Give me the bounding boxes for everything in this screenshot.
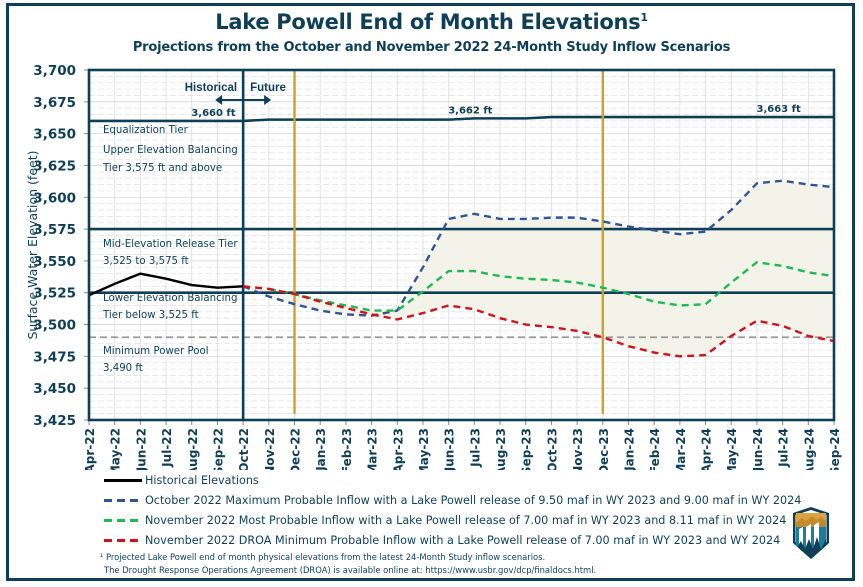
x-tick-label: Apr-22 — [83, 428, 97, 470]
future-label: Future — [250, 82, 286, 94]
legend-label: November 2022 DROA Minimum Probable Infl… — [145, 533, 781, 547]
y-tick-label: 3,625 — [33, 158, 76, 174]
tier-label: Lower Elevation Balancing — [103, 293, 237, 304]
y-tick-label: 3,550 — [33, 254, 76, 270]
x-tick-label: Apr-24 — [700, 428, 714, 470]
legend-item: October 2022 Maximum Probable Inflow wit… — [104, 490, 801, 510]
tier-label: Equalization Tier — [103, 125, 189, 136]
x-tick-label: Dec-22 — [289, 428, 303, 470]
chart-svg: 3,425 3,450 3,475 3,500 3,525 3,550 3,575 3,600… — [25, 63, 842, 470]
x-tick-label: Jan-24 — [622, 428, 636, 470]
equalization-tier-line — [89, 115, 834, 123]
legend-swatch — [104, 498, 142, 502]
x-tick-label: Aug-22 — [186, 428, 200, 470]
tier-label: Upper Elevation Balancing — [103, 145, 238, 156]
x-tick-label: Mar-23 — [366, 428, 380, 470]
x-tick-label: Jul-23 — [468, 428, 482, 468]
tier-label: Mid-Elevation Release Tier — [103, 239, 238, 250]
y-tick-label: 3,500 — [33, 318, 76, 334]
tier-label-line-2: 3,490 ft — [103, 363, 143, 374]
legend: Historical Elevations October 2022 Maximu… — [104, 470, 801, 550]
x-tick-label: Jul-24 — [777, 428, 791, 468]
x-tick-label: Sep-24 — [828, 428, 842, 470]
x-tick-label: Jun-24 — [751, 428, 765, 470]
november-most-probable-line — [268, 260, 835, 312]
x-tick-label: Nov-22 — [263, 428, 277, 470]
historical-label: Historical — [185, 82, 237, 94]
x-tick-label: Feb-23 — [340, 428, 354, 470]
legend-swatch — [104, 538, 142, 542]
x-tick-label: May-23 — [417, 428, 431, 470]
x-tick-label: Sep-23 — [520, 428, 534, 470]
y-tick-label: 3,425 — [33, 413, 76, 429]
arrow-right-icon — [264, 95, 272, 105]
x-tick-label: Oct-22 — [237, 428, 251, 470]
october-max-probable-line — [242, 179, 835, 317]
x-tick-label: Sep-22 — [211, 428, 225, 470]
x-tick-label: Feb-24 — [648, 428, 662, 470]
tier-label-line-2: 3,525 to 3,575 ft — [103, 256, 189, 267]
tier-label: Minimum Power Pool — [103, 346, 209, 357]
y-tick-label: 3,600 — [33, 190, 76, 206]
y-tick-label: 3,675 — [33, 95, 76, 111]
title-footnote-marker: 1 — [640, 11, 648, 24]
chart-subtitle: Projections from the October and Novembe… — [132, 40, 731, 55]
tier-label-line-2: Tier below 3,525 ft — [102, 310, 199, 321]
x-tick-label: Jun-22 — [134, 428, 148, 470]
legend-item: November 2022 DROA Minimum Probable Infl… — [104, 530, 801, 550]
legend-label: November 2022 Most Probable Inflow with … — [145, 513, 787, 527]
x-tick-label: Apr-23 — [391, 428, 405, 470]
legend-swatch — [104, 518, 142, 522]
x-tick-label: Aug-23 — [494, 428, 508, 470]
projection-range-band — [243, 180, 834, 357]
y-tick-label: 3,700 — [33, 63, 76, 79]
y-tick-label: 3,450 — [33, 381, 76, 397]
equalization-elevation-label: 3,662 ft — [448, 105, 492, 116]
x-tick-label: Dec-23 — [597, 428, 611, 470]
y-tick-label: 3,575 — [33, 222, 76, 238]
equalization-elevation-label: 3,660 ft — [191, 108, 235, 119]
chart-title-text: Lake Powell End of Month Elevations — [215, 10, 641, 34]
y-tick-label: 3,525 — [33, 286, 76, 302]
legend-item: Historical Elevations — [104, 470, 801, 490]
x-tick-label: Nov-23 — [571, 428, 585, 470]
y-tick-label: 3,650 — [33, 127, 76, 143]
legend-label: Historical Elevations — [145, 473, 259, 487]
y-tick-label: 3,475 — [33, 349, 76, 365]
x-tick-label: May-24 — [725, 428, 739, 470]
x-tick-label: Aug-24 — [802, 428, 816, 470]
arrow-left-icon — [215, 95, 223, 105]
y-axis-title: Surface Water Elevation (feet) — [25, 151, 40, 340]
equalization-elevation-label: 3,663 ft — [756, 104, 800, 115]
bureau-of-reclamation-logo — [793, 507, 829, 559]
x-tick-label: Jan-23 — [314, 428, 328, 470]
legend-item: November 2022 Most Probable Inflow with … — [104, 510, 801, 530]
x-tick-label: May-22 — [109, 428, 123, 470]
legend-swatch — [104, 478, 142, 482]
x-tick-label: Mar-24 — [674, 428, 688, 470]
footnote-line-1: ¹ Projected Lake Powell end of month phy… — [100, 552, 546, 562]
x-tick-label: Oct-23 — [545, 428, 559, 470]
x-tick-label: Jul-22 — [160, 428, 174, 468]
chart-title: Lake Powell End of Month Elevations1 — [0, 10, 863, 34]
x-tick-label: Jun-23 — [443, 428, 457, 470]
footnote-line-2: The Drought Response Operations Agreemen… — [104, 565, 597, 575]
footnote: ¹ Projected Lake Powell end of month phy… — [100, 551, 596, 577]
november-droa-min-probable-line — [243, 285, 835, 358]
plot-border — [87, 68, 836, 422]
legend-label: October 2022 Maximum Probable Inflow wit… — [145, 493, 802, 507]
tier-label-line-2: Tier 3,575 ft and above — [102, 163, 222, 174]
